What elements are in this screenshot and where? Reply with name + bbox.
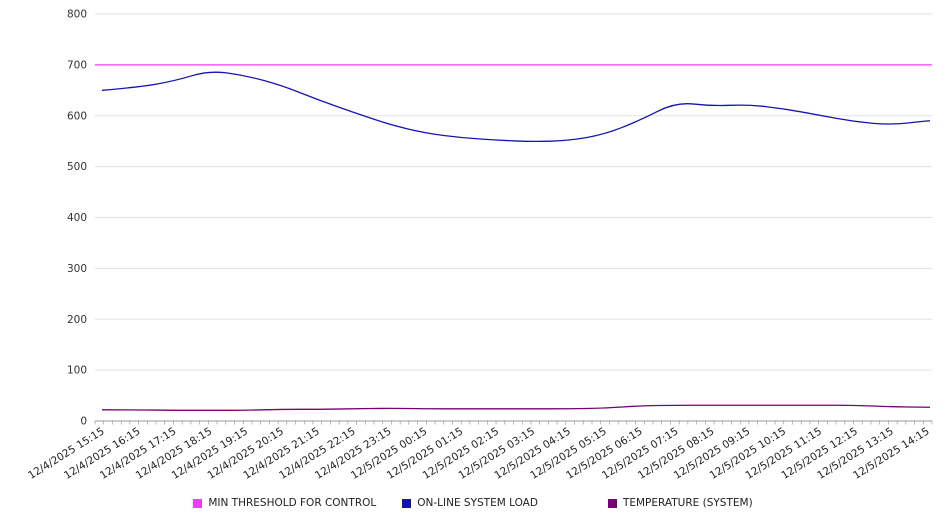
- legend-swatch-purple-icon: [607, 498, 617, 508]
- y-tick-label: 100: [67, 365, 87, 377]
- legend-item-temperature-system: TEMPERATURE (SYSTEM): [607, 497, 753, 509]
- y-tick-label: 200: [67, 314, 87, 326]
- legend-item-online-system-load: ON-LINE SYSTEM LOAD: [402, 497, 538, 509]
- legend-label: TEMPERATURE (SYSTEM): [622, 497, 753, 509]
- legend-swatch-magenta-icon: [193, 498, 203, 508]
- legend-item-min-threshold: MIN THRESHOLD FOR CONTROL: [193, 497, 376, 509]
- series-line-temperature-system: [101, 404, 930, 411]
- y-tick-label: 500: [67, 161, 87, 173]
- y-tick-label: 300: [67, 263, 87, 275]
- legend-swatch-blue-icon: [402, 498, 412, 508]
- y-tick-label: 800: [67, 9, 87, 21]
- y-tick-label: 0: [80, 416, 87, 428]
- legend-label: MIN THRESHOLD FOR CONTROL: [208, 497, 377, 509]
- y-tick-label: 700: [67, 59, 87, 71]
- y-tick-label: 600: [67, 110, 87, 122]
- series-line-on-line-system-load: [101, 71, 930, 143]
- legend-label: ON-LINE SYSTEM LOAD: [417, 497, 538, 509]
- y-tick-label: 400: [67, 212, 87, 224]
- chart-legend: MIN THRESHOLD FOR CONTROL ON-LINE SYSTEM…: [0, 497, 946, 509]
